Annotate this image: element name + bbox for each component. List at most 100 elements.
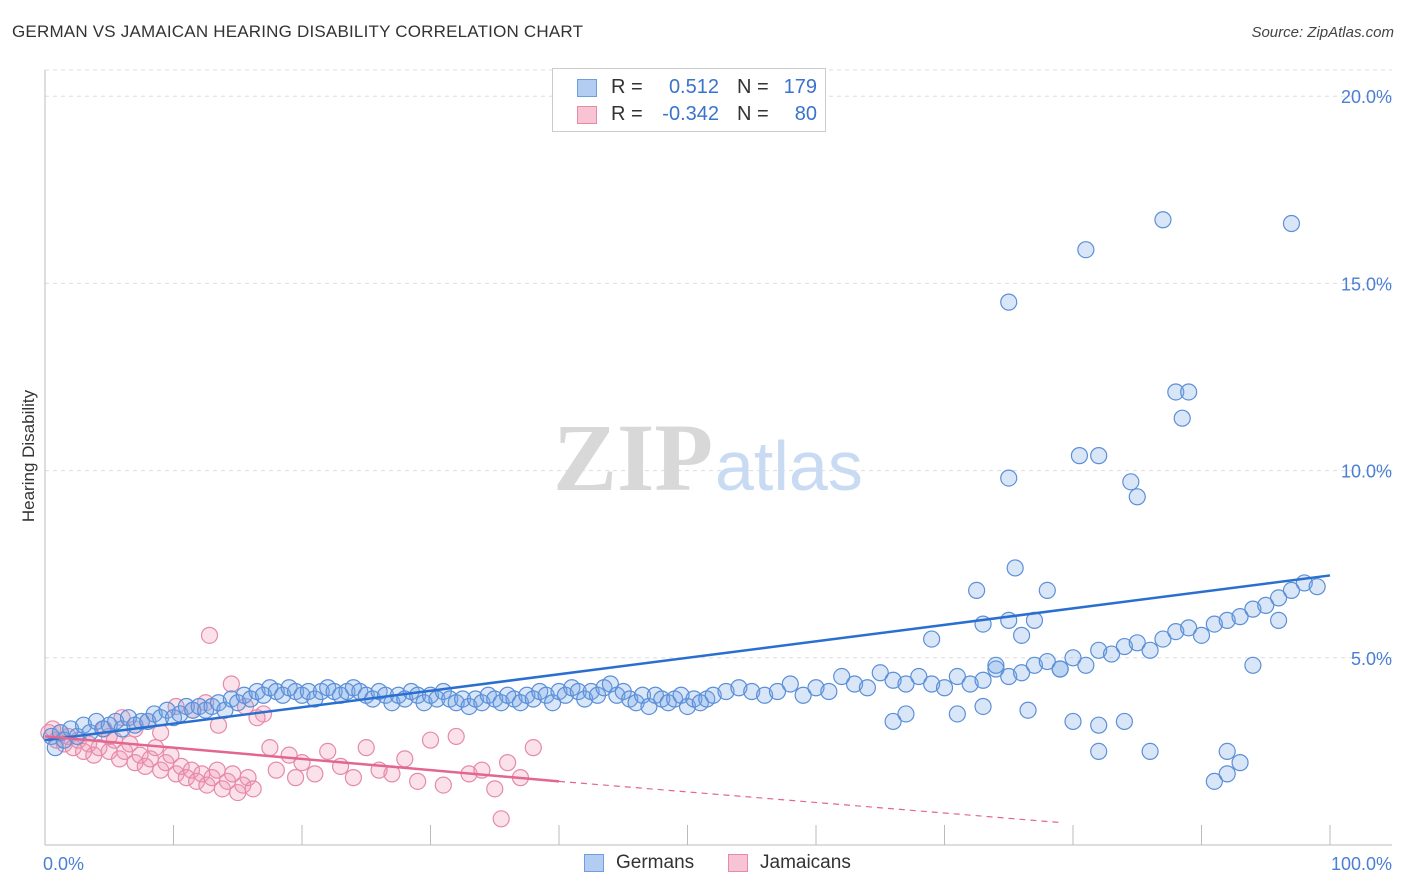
germans-point bbox=[910, 667, 928, 686]
germans-point bbox=[1070, 447, 1089, 465]
germans-point bbox=[871, 664, 889, 682]
germans-point bbox=[1218, 765, 1236, 783]
germans-point bbox=[820, 682, 838, 701]
jamaicans-point bbox=[306, 765, 324, 783]
grid-lines bbox=[45, 69, 1392, 659]
watermark: ZIP atlas bbox=[553, 404, 863, 511]
x-tick-label: 0.0% bbox=[43, 854, 84, 874]
jamaicans-point bbox=[357, 739, 375, 757]
germans-point bbox=[1025, 656, 1044, 674]
germans-point bbox=[948, 705, 966, 723]
germans-point bbox=[987, 660, 1005, 678]
y-tick-label: 15.0% bbox=[1341, 274, 1392, 294]
bottom-legend-label-jamaicans: Jamaicans bbox=[760, 852, 851, 873]
jamaicans-point bbox=[90, 739, 108, 757]
germans-point bbox=[1192, 626, 1211, 644]
germans-point bbox=[923, 675, 941, 693]
legend-r-value: -0.342 bbox=[662, 103, 719, 125]
germans-point bbox=[1102, 645, 1121, 663]
legend-r-label: R = bbox=[611, 76, 643, 98]
jamaicans-point bbox=[293, 754, 311, 772]
jamaicans-point bbox=[239, 769, 257, 787]
germans-point bbox=[1038, 652, 1056, 671]
jamaicans-point bbox=[182, 761, 201, 779]
germans-point bbox=[743, 682, 761, 701]
germans-point bbox=[755, 686, 774, 704]
jamaicans-point bbox=[267, 761, 285, 779]
germans-point bbox=[845, 675, 864, 693]
germans-point bbox=[1154, 211, 1172, 229]
germans-point bbox=[1180, 383, 1198, 401]
germans-point bbox=[1064, 649, 1082, 667]
jamaicans-point bbox=[421, 731, 440, 749]
germans-point bbox=[1167, 622, 1185, 641]
legend-r-label: R = bbox=[611, 103, 643, 125]
germans-point bbox=[1019, 701, 1037, 719]
y-tick-label: 10.0% bbox=[1341, 462, 1392, 482]
germans-point bbox=[1115, 712, 1134, 731]
germans-point bbox=[1000, 667, 1018, 686]
chart-source: Source: ZipAtlas.com bbox=[1251, 24, 1394, 41]
germans-point bbox=[1012, 664, 1031, 682]
germans-point bbox=[1064, 712, 1082, 731]
germans-point bbox=[974, 697, 992, 716]
jamaicans-trend-line bbox=[44, 735, 560, 783]
germans-point bbox=[1282, 214, 1301, 233]
germans-point bbox=[961, 675, 979, 693]
legend: R = 0.512 N = 179 R = -0.342 N = 80 bbox=[552, 68, 826, 132]
germans-trend-line bbox=[44, 574, 1331, 742]
germans-point bbox=[1000, 469, 1018, 487]
germans-point bbox=[1128, 634, 1146, 652]
germans-point bbox=[968, 581, 986, 600]
watermark-zip: ZIP bbox=[553, 404, 713, 511]
jamaicans-point bbox=[286, 769, 305, 787]
watermark-atlas: atlas bbox=[715, 427, 863, 505]
germans-point bbox=[807, 679, 825, 697]
germans-point bbox=[1180, 619, 1198, 637]
germans-point bbox=[923, 630, 941, 648]
x-tick-label: 100.0% bbox=[1331, 854, 1392, 874]
jamaicans-point bbox=[434, 776, 452, 794]
jamaicans-point bbox=[261, 739, 279, 757]
germans-point bbox=[730, 679, 748, 697]
germans-point bbox=[897, 705, 915, 723]
y-tick-label: 5.0% bbox=[1351, 649, 1392, 669]
bottom-legend-label-germans: Germans bbox=[616, 852, 695, 873]
jamaicans-point bbox=[244, 780, 262, 798]
germans-point bbox=[1218, 742, 1236, 761]
germans-point bbox=[1090, 742, 1108, 761]
germans-point bbox=[1205, 615, 1223, 633]
y-tick-label: 20.0% bbox=[1341, 87, 1392, 107]
jamaicans-point bbox=[131, 746, 149, 764]
axes bbox=[44, 70, 1392, 846]
germans-point bbox=[1051, 660, 1069, 678]
germans-point bbox=[1218, 611, 1236, 629]
bottom-legend-jamaicans: Jamaicans bbox=[728, 852, 851, 874]
jamaicans-point bbox=[492, 810, 510, 828]
germans-point bbox=[717, 682, 735, 701]
germans-point bbox=[1244, 600, 1262, 618]
germans-point bbox=[1122, 473, 1140, 491]
legend-r-value: 0.512 bbox=[668, 76, 719, 98]
germans-point bbox=[1038, 581, 1056, 600]
germans-point bbox=[1115, 637, 1134, 656]
germans-point bbox=[132, 712, 150, 731]
germans-point bbox=[1000, 293, 1018, 311]
germans-point bbox=[1269, 611, 1288, 629]
legend-n-value: 80 bbox=[794, 103, 817, 125]
germans-point bbox=[935, 679, 954, 697]
germans-point bbox=[833, 667, 851, 686]
germans-point bbox=[1173, 409, 1191, 427]
germans-point bbox=[1154, 630, 1172, 648]
jamaicans-trend-extension bbox=[558, 780, 1061, 824]
germans-point bbox=[858, 679, 877, 697]
bottom-swatch-jamaicans bbox=[728, 854, 748, 872]
germans-point bbox=[768, 682, 787, 701]
germans-point bbox=[884, 712, 902, 731]
germans-point bbox=[781, 675, 799, 693]
jamaicans-point bbox=[396, 750, 414, 768]
jamaicans-point bbox=[409, 772, 427, 790]
bottom-swatch-germans bbox=[584, 854, 604, 872]
jamaicans-point bbox=[499, 754, 517, 772]
